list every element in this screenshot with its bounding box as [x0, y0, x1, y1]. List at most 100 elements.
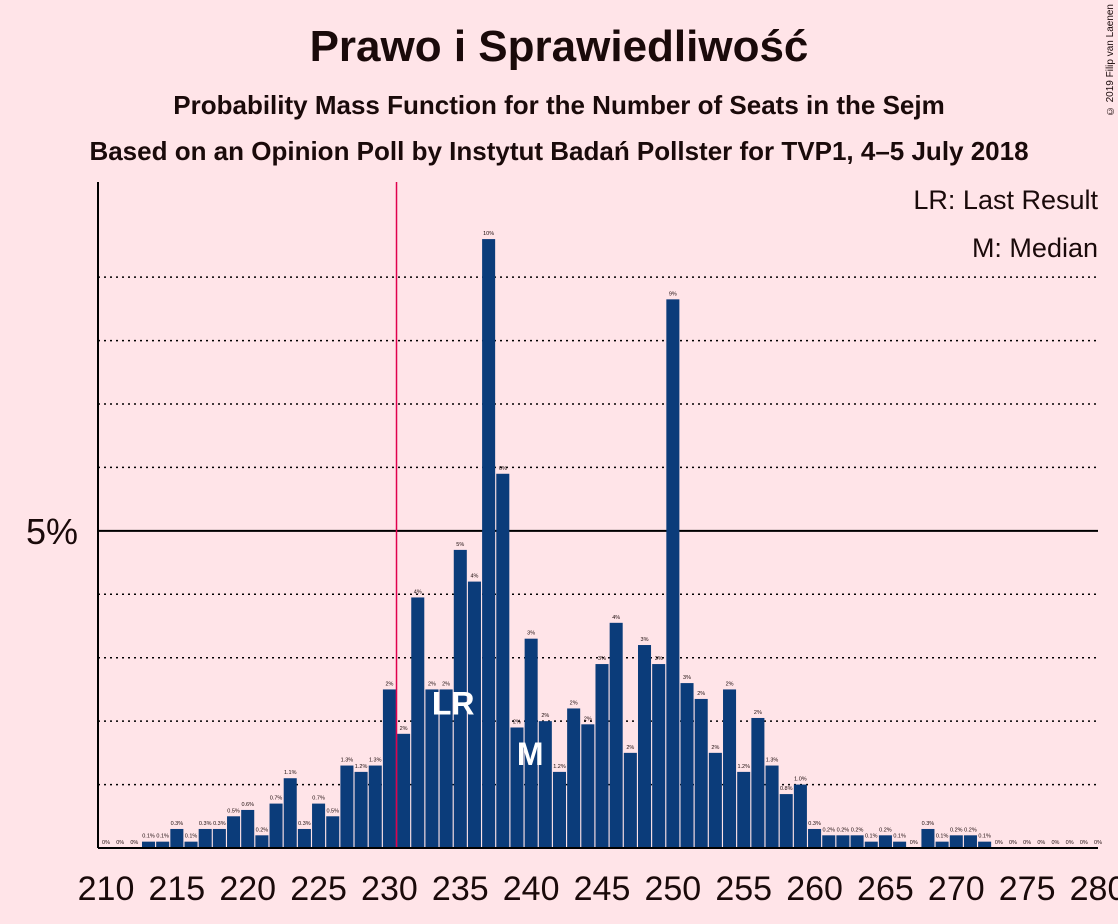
value-label-253: 2% — [711, 745, 719, 751]
bar-256 — [751, 717, 765, 848]
x-tick-label-220: 220 — [219, 870, 276, 908]
bar-234 — [439, 689, 453, 848]
value-label-270: 0.2% — [950, 827, 963, 833]
value-label-225: 0.7% — [312, 796, 325, 802]
value-label-259: 1.0% — [794, 777, 807, 783]
value-label-276: 0% — [1037, 840, 1045, 846]
value-label-262: 0.2% — [837, 827, 850, 833]
value-label-223: 1.1% — [284, 770, 297, 776]
x-tick-label-250: 250 — [644, 870, 701, 908]
bar-240 — [524, 638, 538, 848]
value-label-215: 0.3% — [171, 821, 184, 827]
value-label-248: 3% — [641, 637, 649, 643]
value-label-275: 0% — [1023, 840, 1031, 846]
value-label-273: 0% — [995, 840, 1003, 846]
bar-223 — [283, 778, 297, 848]
bar-268 — [921, 828, 935, 848]
bar-244 — [581, 724, 595, 848]
bar-255 — [737, 771, 751, 848]
bar-257 — [765, 765, 779, 848]
bar-271 — [963, 835, 977, 848]
value-label-266: 0.1% — [893, 834, 906, 840]
bar-238 — [496, 473, 510, 848]
bar-263 — [850, 835, 864, 848]
x-tick-label-275: 275 — [999, 870, 1056, 908]
value-label-230: 2% — [385, 681, 393, 687]
bar-237 — [482, 239, 496, 849]
bar-241 — [538, 721, 552, 848]
bar-264 — [864, 841, 878, 848]
value-label-257: 1.3% — [766, 758, 779, 764]
value-label-232: 4% — [414, 589, 422, 595]
x-tick-label-255: 255 — [715, 870, 772, 908]
value-label-236: 4% — [470, 574, 478, 580]
bar-227 — [340, 765, 354, 848]
bar-269 — [935, 841, 949, 848]
x-tick-label-280: 280 — [1070, 870, 1118, 908]
chart-subtitle: Probability Mass Function for the Number… — [173, 90, 945, 120]
value-label-246: 4% — [612, 615, 620, 621]
value-label-231: 2% — [400, 726, 408, 732]
bar-265 — [878, 835, 892, 848]
value-label-274: 0% — [1009, 840, 1017, 846]
value-label-242: 1.2% — [553, 764, 566, 770]
legend-median: M: Median — [971, 233, 1098, 263]
bar-215 — [170, 828, 184, 848]
value-label-229: 1.3% — [369, 758, 382, 764]
value-label-212: 0% — [130, 840, 138, 846]
value-label-234: 2% — [442, 681, 450, 687]
value-label-260: 0.3% — [808, 821, 821, 827]
bar-213 — [141, 841, 156, 848]
value-label-210: 0% — [102, 840, 110, 846]
value-label-252: 2% — [697, 691, 705, 697]
bar-260 — [808, 828, 822, 848]
bar-218 — [212, 828, 226, 848]
bar-233 — [425, 689, 439, 848]
value-label-214: 0.1% — [156, 834, 169, 840]
bar-219 — [227, 816, 241, 848]
bar-251 — [680, 683, 694, 848]
median-marker: M — [517, 736, 544, 772]
bar-225 — [312, 803, 326, 848]
bar-220 — [241, 809, 255, 848]
value-label-211: 0% — [116, 840, 124, 846]
x-tick-label-215: 215 — [148, 870, 205, 908]
bar-214 — [156, 841, 170, 848]
value-label-277: 0% — [1052, 840, 1060, 846]
bar-222 — [269, 803, 283, 848]
x-tick-label-245: 245 — [574, 870, 631, 908]
bar-230 — [382, 689, 396, 848]
bar-272 — [978, 841, 992, 848]
value-label-243: 2% — [570, 700, 578, 706]
bar-228 — [354, 771, 368, 848]
bar-249 — [652, 664, 666, 848]
bar-270 — [949, 835, 963, 848]
y-tick-label-5-percent: 5% — [26, 511, 78, 552]
bar-217 — [198, 828, 212, 848]
value-label-250: 9% — [669, 291, 677, 297]
value-label-222: 0.7% — [270, 796, 283, 802]
bar-245 — [595, 664, 609, 848]
value-label-258: 0.8% — [780, 786, 793, 792]
value-label-249: 3% — [655, 656, 663, 662]
value-label-268: 0.3% — [922, 821, 935, 827]
bar-254 — [723, 689, 737, 848]
value-label-217: 0.3% — [199, 821, 212, 827]
bar-259 — [793, 784, 807, 848]
value-label-219: 0.5% — [227, 808, 240, 814]
bar-236 — [467, 581, 481, 848]
value-label-271: 0.2% — [964, 827, 977, 833]
value-label-241: 2% — [541, 713, 549, 719]
value-label-244: 2% — [584, 716, 592, 722]
bar-235 — [453, 549, 467, 848]
value-label-267: 0% — [910, 840, 918, 846]
value-label-245: 3% — [598, 656, 606, 662]
value-label-221: 0.2% — [256, 827, 269, 833]
value-label-228: 1.2% — [355, 764, 368, 770]
x-tick-label-270: 270 — [928, 870, 985, 908]
value-label-251: 3% — [683, 675, 691, 681]
value-label-264: 0.1% — [865, 834, 878, 840]
value-label-238: 6% — [499, 466, 507, 472]
bar-253 — [708, 752, 722, 848]
value-label-237: 10% — [483, 231, 494, 237]
